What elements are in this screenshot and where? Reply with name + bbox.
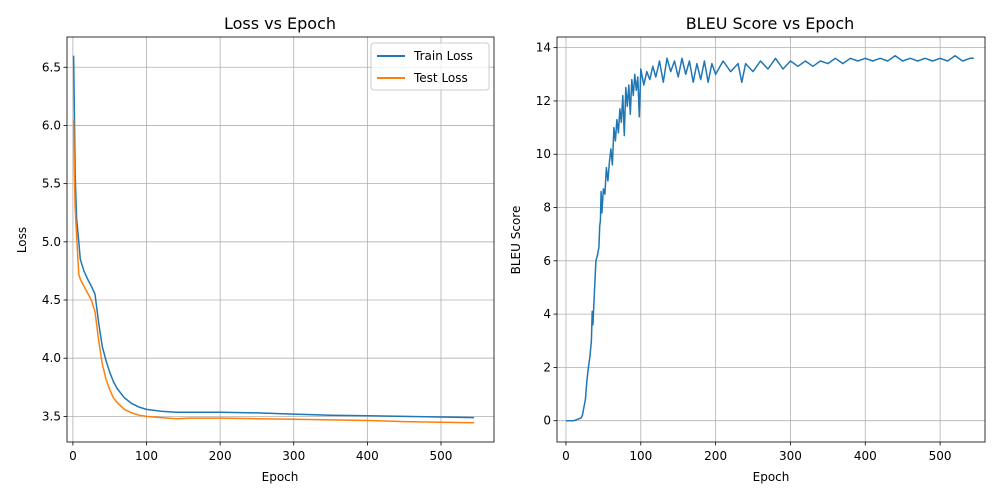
legend: Train Loss Test Loss [370,42,490,91]
y-tick-label: 6.0 [42,118,61,132]
loss-ticks: 0 100 200 300 400 500 3.5 4.0 4.5 5.0 5.5 6.0 6.5 [42,60,453,463]
loss-axes-frame [66,36,495,443]
loss-series [72,55,475,424]
x-tick-label: 500 [929,449,952,463]
loss-ylabel: Loss [15,227,29,253]
y-tick-label: 6.5 [42,60,61,74]
y-tick-label: 5.5 [42,177,61,191]
bleu-xlabel: Epoch [753,470,790,484]
y-tick-label: 14 [536,41,551,55]
bleu-ylabel: BLEU Score [509,206,523,275]
x-tick-label: 400 [356,449,379,463]
loss-grid [67,37,494,442]
y-tick-label: 4 [543,307,551,321]
x-tick-label: 200 [704,449,727,463]
y-tick-label: 3.5 [42,409,61,423]
y-tick-label: 4.0 [42,351,61,365]
y-tick-label: 10 [536,147,551,161]
bleu-axes-frame [556,36,986,443]
y-tick-label: 8 [543,201,551,215]
x-tick-label: 0 [562,449,570,463]
x-tick-label: 500 [430,449,453,463]
loss-chart: Loss vs Epoch 0 100 200 300 400 500 3.5 4.0 4.5 5… [15,14,495,484]
series-line-0 [566,54,974,422]
x-tick-label: 400 [854,449,877,463]
loss-xlabel: Epoch [262,470,299,484]
x-tick-label: 300 [779,449,802,463]
x-tick-label: 100 [629,449,652,463]
legend-train-label: Train Loss [413,49,473,63]
bleu-ticks: 0 100 200 300 400 500 0 2 4 6 8 10 12 14 [536,41,952,463]
y-tick-label: 4.5 [42,293,61,307]
series-line-0 [72,55,475,419]
y-tick-label: 5.0 [42,235,61,249]
loss-chart-title: Loss vs Epoch [224,14,336,33]
bleu-chart: BLEU Score vs Epoch 0 100 200 300 400 500 0 2 4 6… [509,14,986,484]
y-tick-label: 2 [543,360,551,374]
y-tick-label: 6 [543,254,551,268]
y-tick-label: 12 [536,94,551,108]
y-tick-label: 0 [543,414,551,428]
x-tick-label: 100 [135,449,158,463]
legend-test-label: Test Loss [413,71,468,85]
bleu-chart-title: BLEU Score vs Epoch [686,14,855,33]
x-tick-label: 200 [209,449,232,463]
series-line-1 [72,119,475,424]
x-tick-label: 300 [282,449,305,463]
bleu-series [566,54,974,422]
x-tick-label: 0 [69,449,77,463]
